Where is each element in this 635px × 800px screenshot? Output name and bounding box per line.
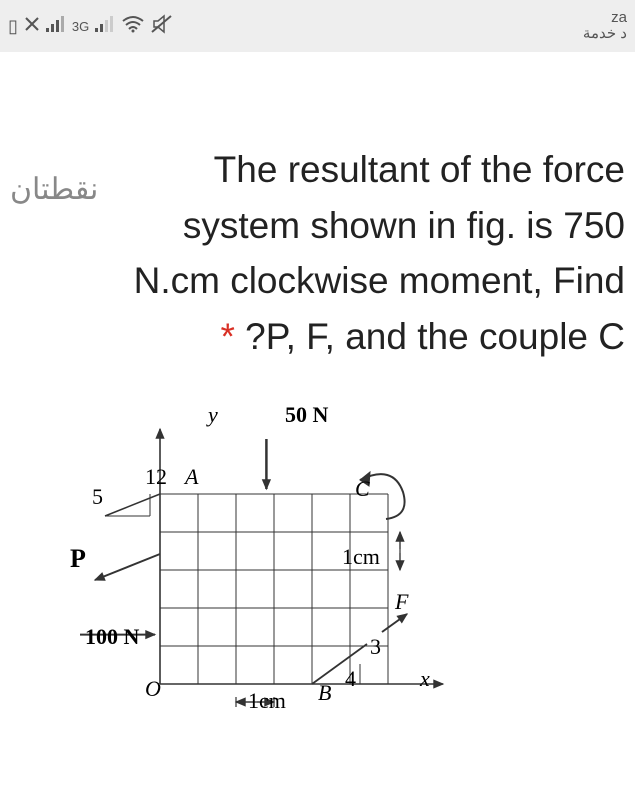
- x-axis-label: x: [420, 666, 430, 692]
- mute-icon: [151, 14, 173, 39]
- service-text2: د خدمة: [583, 26, 627, 43]
- C-label: C: [355, 476, 370, 502]
- A-label: A: [185, 464, 198, 490]
- origin-label: O: [145, 676, 161, 702]
- status-bar: ▯ 3G za د خدمة: [0, 0, 635, 52]
- val5: 5: [92, 484, 103, 510]
- val12: 12: [145, 464, 167, 490]
- q-l2: system shown in fig. is 750: [183, 205, 625, 246]
- top-force-label: 50 N: [285, 402, 328, 428]
- network-label: 3G: [72, 19, 89, 34]
- signal2-icon: [95, 16, 115, 37]
- B-label: B: [318, 680, 331, 706]
- scale-v: 1cm: [342, 544, 380, 570]
- left-force-label: 100 N: [85, 624, 139, 650]
- asterisk: *: [220, 316, 234, 357]
- P-label: P: [70, 544, 86, 574]
- signal-icon: [46, 16, 66, 37]
- points-label: نقطتان: [10, 172, 98, 207]
- status-left: ▯ 3G: [8, 14, 173, 39]
- diagram: y 50 N 12 A 5 C P 1cm F 100 N 3 4 O B x …: [70, 404, 490, 724]
- close-icon: [24, 16, 40, 37]
- question-text: The resultant of the force system shown …: [118, 142, 625, 364]
- question-row: نقطتان The resultant of the force system…: [10, 142, 625, 364]
- val3: 3: [370, 634, 381, 660]
- status-right: za د خدمة: [583, 10, 627, 43]
- wifi-icon: [121, 15, 145, 38]
- q-l1: The resultant of the force: [214, 149, 625, 190]
- val4: 4: [345, 666, 356, 692]
- q-l3: N.cm clockwise moment, Find: [134, 260, 625, 301]
- service-text1: za: [611, 10, 627, 27]
- scale-h: 1cm: [248, 688, 286, 714]
- sim-icon: ▯: [8, 16, 18, 37]
- y-axis-label: y: [208, 402, 218, 428]
- content: نقطتان The resultant of the force system…: [0, 142, 635, 724]
- F-label: F: [395, 589, 408, 615]
- q-l4: ?P, F, and the couple C: [245, 316, 625, 357]
